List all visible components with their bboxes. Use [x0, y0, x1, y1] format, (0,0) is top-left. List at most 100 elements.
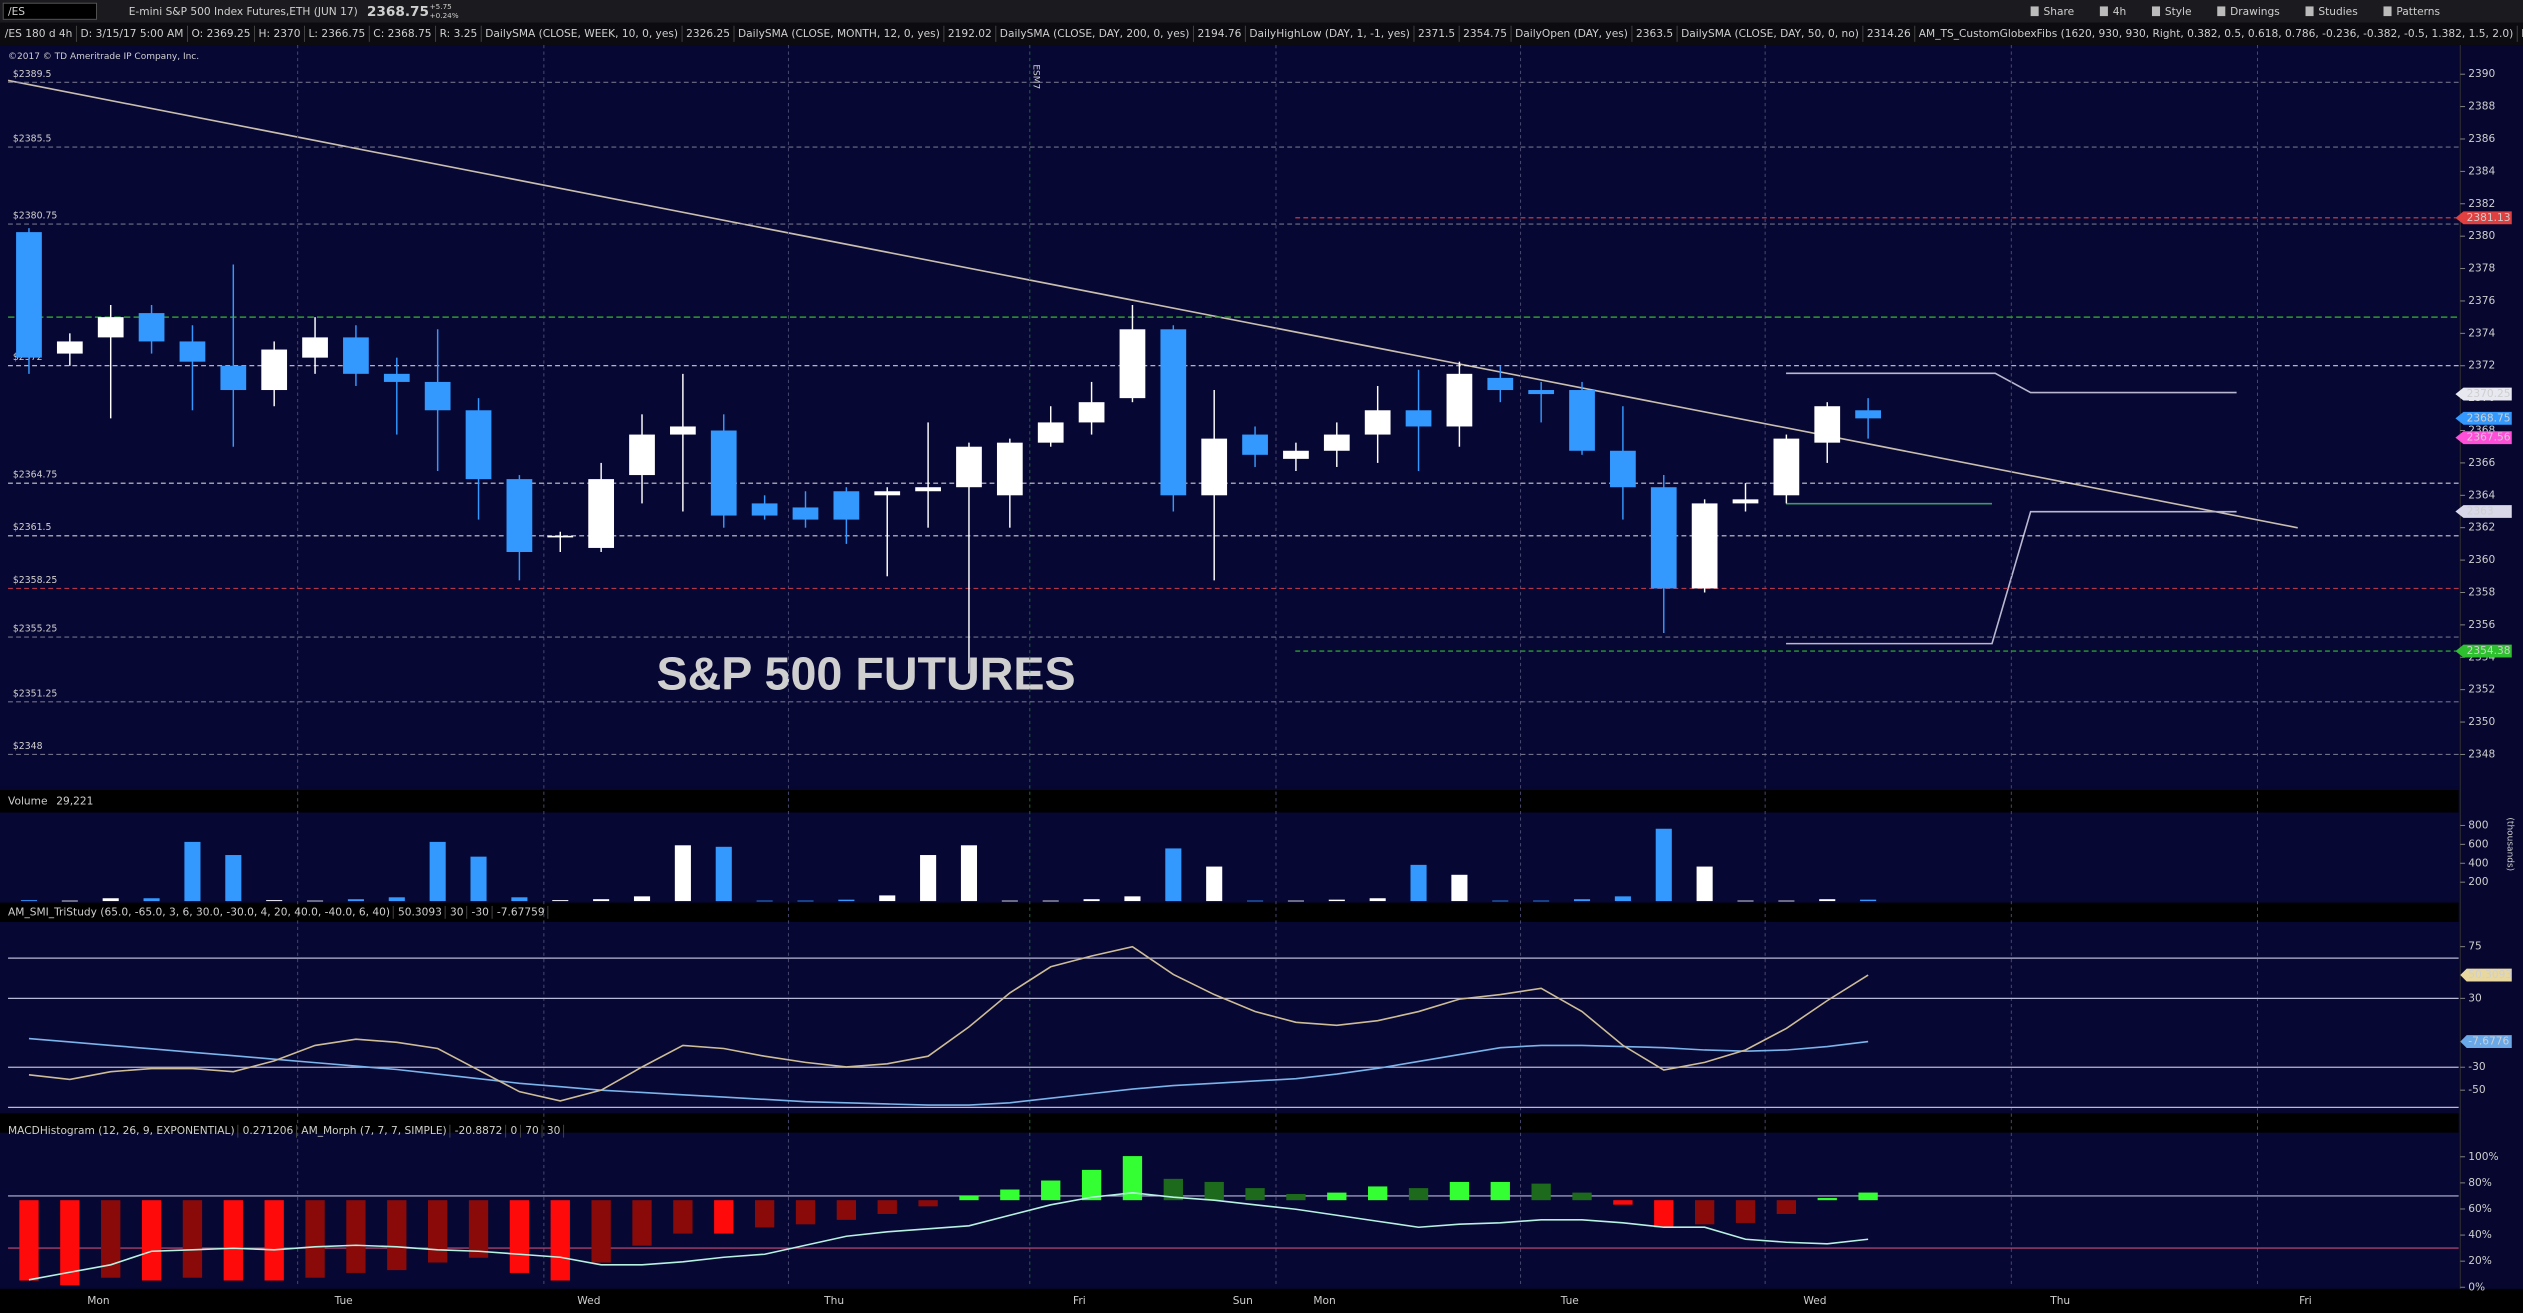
- candle-body: [629, 434, 655, 476]
- volume-bar: [920, 855, 937, 902]
- y-tick-label: 2356: [2468, 618, 2495, 631]
- volume-bar: [470, 856, 487, 902]
- tool-button[interactable]: 4h: [2113, 5, 2126, 18]
- volume-bar: [511, 897, 528, 902]
- candle-body: [138, 313, 165, 342]
- histogram-bar: [468, 1200, 489, 1258]
- study-label: DailySMA (CLOSE, MONTH, 12, 0, yes): [738, 27, 940, 40]
- candle-body: [1732, 499, 1759, 504]
- study-label: DailySMA (CLOSE, DAY, 50, 0, no): [1681, 27, 1859, 40]
- histogram-bar: [1368, 1186, 1388, 1201]
- volume-bar: [674, 845, 691, 902]
- histogram-bar: [1041, 1180, 1061, 1201]
- price-badge-label: 2363: [2467, 505, 2494, 518]
- candle-body: [1283, 450, 1309, 459]
- tool-icon[interactable]: [2099, 6, 2108, 17]
- study-label: DailySMA (CLOSE, WEEK, 10, 0, yes): [485, 27, 678, 40]
- tool-icon[interactable]: [2383, 6, 2392, 17]
- histogram-bar: [1735, 1200, 1756, 1223]
- time-label: Thu: [2049, 1294, 2070, 1307]
- tool-icon[interactable]: [2151, 6, 2161, 17]
- price-badge-label: 2368.75: [2467, 411, 2511, 424]
- volume-bar: [225, 855, 242, 902]
- tool-icon[interactable]: [2217, 6, 2226, 17]
- study-header-label: 70: [525, 1124, 539, 1137]
- symbol[interactable]: /ES: [8, 5, 25, 18]
- low-study-line: [1786, 510, 2237, 645]
- volume-bar: [1819, 899, 1836, 902]
- volume-bar: [61, 900, 78, 902]
- volume-bar: [1614, 896, 1631, 902]
- volume-bar: [347, 899, 364, 902]
- histogram-bar: [223, 1200, 243, 1281]
- price-badge: [2455, 505, 2512, 518]
- volume-bar: [429, 841, 446, 902]
- candle-body: [1814, 406, 1841, 443]
- tool-icon[interactable]: [2305, 6, 2314, 17]
- candle-body: [1446, 373, 1473, 427]
- histogram-bar: [1000, 1189, 1020, 1201]
- study-header-label: -7.67759: [497, 905, 545, 918]
- histogram-bar: [1572, 1192, 1592, 1201]
- symbol-input[interactable]: [2, 2, 98, 20]
- volume-bar: [1124, 896, 1141, 902]
- tool-button[interactable]: Share: [2044, 5, 2075, 18]
- macd-panel: [0, 1132, 2459, 1288]
- study-header-label: -20.8872: [455, 1124, 503, 1137]
- histogram-bar: [1286, 1194, 1306, 1201]
- candle-body: [1201, 438, 1228, 496]
- study-label: R: 3.25: [440, 27, 478, 40]
- tool-button[interactable]: Drawings: [2230, 5, 2280, 18]
- study-label: D: 3/15/17 5:00 AM: [80, 27, 183, 40]
- candle-body: [915, 487, 941, 492]
- price-level-label: $2364.75: [13, 470, 58, 481]
- volume-bar: [102, 898, 119, 902]
- y-tick-label: 2390: [2468, 67, 2495, 80]
- volume-unit: (thousands): [2505, 817, 2515, 871]
- histogram-bar: [673, 1200, 693, 1234]
- histogram-bar: [877, 1200, 897, 1214]
- candle-body: [302, 337, 328, 358]
- contract-marker: ESM7: [1031, 64, 1041, 89]
- price-level-label: $2385.5: [13, 134, 52, 145]
- candle-body: [1610, 450, 1636, 488]
- tool-button[interactable]: Style: [2165, 5, 2192, 18]
- volume-bar: [1165, 848, 1182, 902]
- histogram-bar: [1694, 1200, 1715, 1225]
- smi-tick-label: -50: [2468, 1083, 2486, 1096]
- histogram-bar: [19, 1200, 39, 1281]
- tool-button[interactable]: Patterns: [2396, 5, 2440, 18]
- price-level-label: $2380.75: [13, 210, 58, 221]
- price-badge-label: 2367.56: [2467, 431, 2511, 444]
- toolbar: [0, 0, 2523, 23]
- histogram-bar: [1531, 1183, 1551, 1201]
- volume-bar: [1737, 900, 1754, 902]
- histogram-bar: [959, 1195, 979, 1201]
- price-level-label: $2348: [13, 741, 43, 752]
- histogram-bar: [1449, 1181, 1470, 1201]
- last-price: 2368.75: [367, 4, 429, 20]
- candle-body: [996, 442, 1023, 496]
- histogram-bar: [836, 1200, 857, 1220]
- candle-body: [1855, 410, 1881, 419]
- histogram-bar: [182, 1200, 203, 1278]
- trend-line: [7, 79, 2298, 529]
- study-label: O: 2369.25: [192, 27, 251, 40]
- histogram-bar: [1204, 1181, 1224, 1201]
- time-label: Mon: [87, 1294, 109, 1307]
- tool-button[interactable]: Studies: [2318, 5, 2358, 18]
- volume-bar: [20, 900, 38, 902]
- volume-tick-label: 200: [2468, 875, 2489, 888]
- y-tick-label: 2362: [2468, 521, 2495, 534]
- smi-tick-label: -30: [2468, 1060, 2486, 1073]
- time-label: Fri: [2299, 1294, 2312, 1307]
- candle-body: [383, 373, 410, 382]
- study-header-label: AM_Morph (7, 7, 7, SIMPLE): [301, 1124, 446, 1137]
- tool-icon[interactable]: [2030, 6, 2039, 17]
- copyright: ©2017 © TD Ameritrade IP Company, Inc.: [8, 52, 199, 62]
- smi-tick-label: 30: [2468, 991, 2482, 1004]
- price-panel: [0, 45, 2459, 787]
- study-label: /ES 180 d 4h: [5, 27, 73, 40]
- y-tick-label: 2388: [2468, 100, 2495, 113]
